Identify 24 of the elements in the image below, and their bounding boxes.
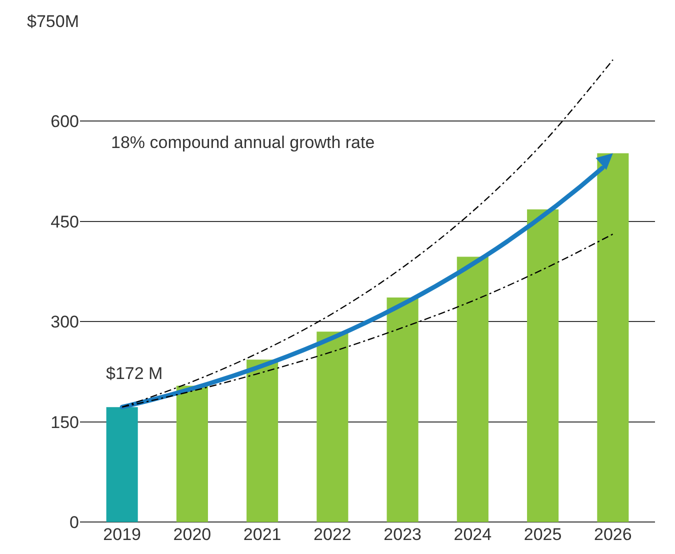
x-tick-label: 2022	[314, 525, 352, 544]
y-tick-label: $750M	[27, 12, 79, 31]
annotation: $172 M	[106, 364, 163, 383]
x-tick-label: 2019	[103, 525, 141, 544]
x-tick-label: 2023	[384, 525, 422, 544]
x-tick-label: 2020	[173, 525, 212, 544]
bar	[456, 256, 488, 522]
bar	[386, 298, 418, 522]
y-tick-label: 300	[50, 312, 79, 332]
bar	[597, 153, 629, 522]
y-tick-label: 0	[70, 512, 79, 532]
x-tick-label: 2026	[594, 525, 632, 544]
x-tick-label: 2021	[243, 525, 282, 544]
y-tick-label: 600	[50, 112, 79, 132]
bar	[316, 332, 348, 522]
annotation: 18% compound annual growth rate	[111, 133, 375, 152]
bar	[176, 386, 208, 522]
y-tick-label: 450	[50, 212, 79, 232]
x-tick-label: 2024	[454, 525, 492, 544]
y-tick-label: 150	[50, 412, 79, 432]
x-tick-label: 2025	[524, 525, 562, 544]
bar	[527, 209, 559, 522]
bar	[106, 407, 138, 522]
bar	[246, 360, 278, 522]
